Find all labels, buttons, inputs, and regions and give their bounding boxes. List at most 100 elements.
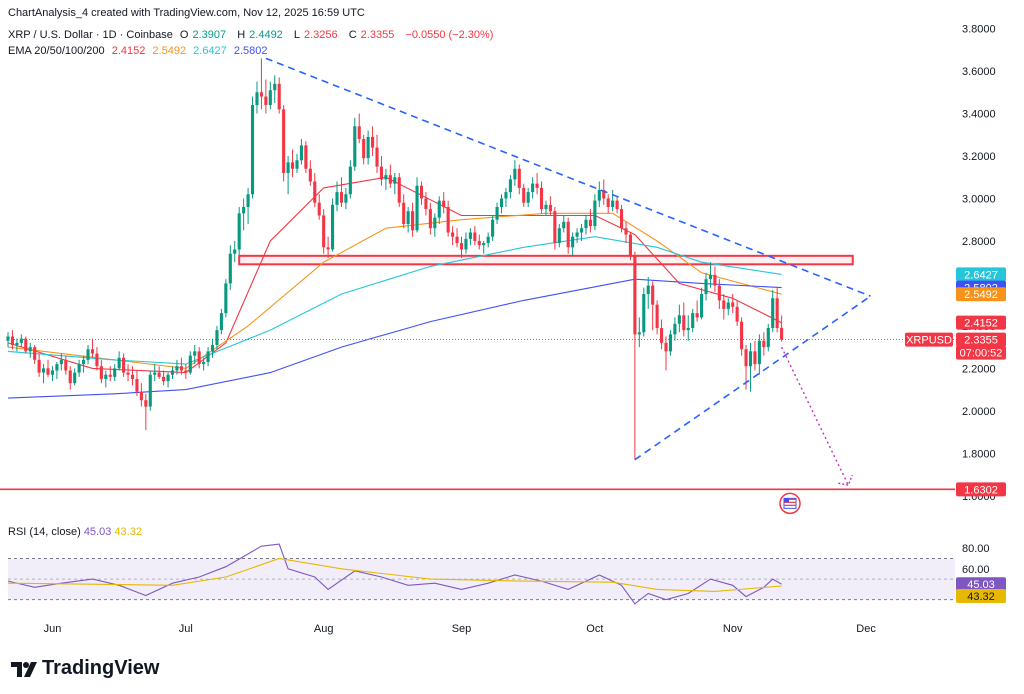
candle-body — [33, 347, 37, 360]
candle — [642, 287, 646, 337]
candle-body — [15, 342, 19, 345]
candle-body — [731, 302, 735, 307]
candle-body — [397, 177, 401, 203]
rsi-tick-label: 80.00 — [962, 543, 990, 555]
price-tick-label: 2.2000 — [962, 363, 996, 375]
candle — [366, 130, 370, 165]
price-label-bg — [956, 345, 1006, 360]
candle-body — [46, 368, 50, 375]
candle-body — [179, 366, 183, 371]
candle — [250, 96, 255, 199]
candle — [526, 187, 530, 207]
candle — [55, 361, 59, 379]
candle — [117, 351, 121, 371]
candle-body — [642, 294, 646, 333]
candle — [539, 181, 544, 214]
rsi-legend: RSI (14, close) 45.03 43.32 — [8, 526, 142, 538]
ema50-value: 2.5492 — [152, 45, 187, 57]
candle — [713, 266, 717, 292]
candle — [113, 364, 117, 382]
candle — [531, 177, 535, 199]
price-label-bg — [956, 315, 1006, 330]
candle — [37, 353, 41, 377]
candle-body — [495, 206, 499, 220]
candle — [486, 232, 490, 248]
candle-body — [68, 370, 72, 384]
candle — [313, 173, 317, 207]
candle — [482, 240, 486, 254]
candle — [179, 357, 183, 375]
candle-body — [317, 202, 321, 216]
candle-body — [162, 376, 166, 382]
candle — [735, 300, 739, 326]
symbol-title: XRP / U.S. Dollar · 1D · Coinbase — [8, 29, 173, 41]
candle — [95, 347, 99, 371]
candle-body — [562, 221, 566, 229]
candle-body — [366, 136, 370, 159]
candle-body — [571, 236, 575, 248]
candle-body — [344, 194, 348, 203]
candle — [104, 370, 108, 388]
candle-body — [726, 302, 730, 309]
candle — [397, 173, 401, 207]
candle-body — [504, 192, 508, 199]
candle-body — [597, 189, 601, 201]
candle — [210, 338, 215, 358]
candle — [473, 226, 477, 246]
ema-legend: EMA 20/50/100/200 2.4152 2.5492 2.6427 2… — [8, 45, 272, 57]
time-axis: Jun Jul Aug Sep Oct Nov Dec — [44, 623, 877, 635]
candle-body — [295, 160, 299, 169]
candle — [15, 338, 19, 352]
candle-body — [611, 200, 615, 207]
candle — [371, 126, 375, 157]
candle — [126, 364, 130, 382]
candle — [557, 223, 561, 248]
candle-body — [135, 378, 139, 392]
candle-body — [313, 181, 317, 203]
candle — [59, 353, 63, 371]
symbol-tag: XRPUSD — [906, 335, 952, 347]
candle — [722, 294, 726, 320]
candle — [571, 232, 575, 256]
candle — [339, 177, 344, 207]
candle-body — [575, 232, 579, 237]
candle — [219, 308, 223, 335]
tradingview-brand[interactable]: TradingView — [10, 657, 159, 680]
candle-body — [477, 240, 481, 246]
candle-body — [584, 219, 588, 229]
candle-body — [513, 168, 517, 180]
candle-body — [464, 238, 468, 250]
price-label: 1.6302 — [964, 484, 998, 496]
candle-body — [579, 228, 584, 233]
candle — [428, 202, 432, 235]
candle — [548, 196, 552, 216]
price-label: 2.4152 — [964, 318, 998, 330]
candle — [326, 236, 330, 258]
candle — [615, 196, 619, 214]
upper-trendline — [265, 57, 871, 297]
candle — [130, 366, 135, 386]
candle — [215, 325, 219, 350]
candle — [513, 160, 517, 186]
candle-body — [548, 204, 552, 212]
brand-name: TradingView — [42, 657, 160, 679]
candle-body — [322, 215, 326, 248]
candle-body — [117, 357, 121, 369]
rsi-value-tag-bg — [956, 577, 1006, 592]
candle — [562, 215, 566, 233]
candle-body — [304, 145, 308, 169]
candle — [259, 58, 263, 110]
candle-body — [757, 340, 761, 365]
candle-body — [535, 183, 539, 188]
candle — [575, 228, 579, 244]
candle — [677, 304, 681, 333]
price-y-axis: 1.60001.80002.00002.20002.40002.60002.80… — [962, 24, 996, 503]
candle-body — [566, 221, 570, 248]
time-tick-label: Aug — [314, 623, 334, 635]
candle-body — [371, 136, 375, 148]
candle — [660, 319, 664, 350]
candle — [86, 344, 90, 365]
price-label-bg — [956, 287, 1006, 302]
candle — [740, 317, 744, 356]
